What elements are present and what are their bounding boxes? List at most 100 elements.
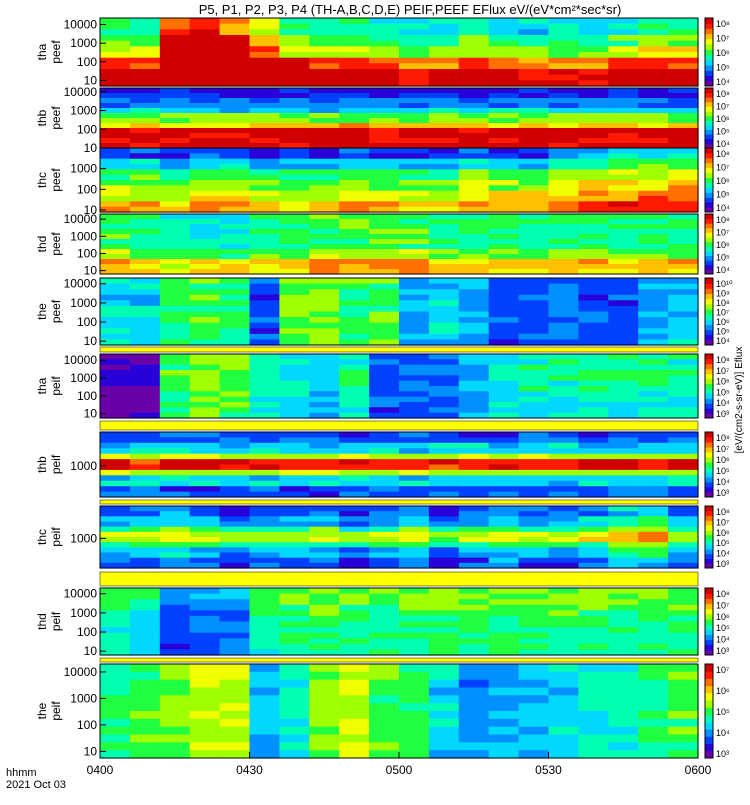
heatmap-cell	[518, 448, 550, 455]
heatmap-cell	[129, 396, 161, 403]
heatmap-cell	[249, 370, 280, 376]
heatmap-cell	[428, 69, 460, 76]
heatmap-cell	[159, 542, 191, 548]
heatmap-cell	[488, 664, 520, 673]
heatmap-cell	[369, 52, 400, 59]
y-tick-label: 10000	[64, 277, 98, 291]
heatmap-cell	[279, 593, 310, 600]
heatmap-cell	[159, 531, 191, 538]
heatmap-cell	[458, 264, 490, 270]
heatmap-cell	[129, 475, 161, 482]
heatmap-cell	[279, 322, 310, 329]
heatmap-cell	[369, 74, 400, 81]
colorbar-segment	[705, 608, 713, 615]
heatmap-cell	[249, 664, 280, 673]
heatmap-cell	[369, 164, 400, 170]
heatmap-cell	[428, 531, 460, 538]
heatmap-cell	[189, 432, 221, 438]
heatmap-cell	[369, 35, 400, 42]
heatmap-cell	[608, 328, 639, 335]
heatmap-cell	[279, 557, 310, 564]
colorbar-tick-label: 10⁶	[716, 176, 730, 186]
heatmap-cell	[129, 621, 161, 628]
heatmap-cell	[159, 143, 191, 149]
heatmap-cell	[608, 506, 639, 512]
heatmap-cell	[608, 437, 639, 444]
heatmap-cell	[249, 74, 280, 81]
heatmap-cell	[369, 69, 400, 76]
heatmap-cell	[458, 621, 490, 628]
heatmap-cell	[369, 269, 400, 275]
heatmap-cell	[369, 718, 400, 728]
heatmap-cell	[428, 407, 460, 414]
heatmap-cell	[399, 432, 430, 438]
heatmap-cell	[249, 599, 280, 606]
heatmap-cell	[638, 552, 669, 559]
heatmap-cell	[578, 29, 609, 36]
heatmap-cell	[189, 599, 221, 606]
heatmap-cell	[399, 88, 430, 94]
heatmap-cell	[369, 88, 400, 94]
heatmap-cell	[339, 547, 370, 554]
heatmap-cell	[279, 305, 310, 313]
heatmap-cell	[578, 412, 609, 419]
heatmap-cell	[488, 259, 520, 265]
heatmap-cell	[309, 264, 340, 270]
heatmap-cell	[578, 593, 609, 600]
heatmap-cell	[249, 402, 280, 408]
heatmap-cell	[369, 278, 400, 285]
heatmap-cell	[458, 153, 490, 160]
heatmap-cell	[548, 169, 579, 176]
heatmap-cell	[249, 190, 280, 197]
y-tick-label: 1000	[70, 162, 97, 176]
heatmap-cell	[458, 742, 490, 751]
heatmap-cell	[339, 695, 370, 704]
y-tick-label: 100	[77, 389, 97, 403]
heatmap-cell	[129, 370, 161, 376]
heatmap-cell	[518, 407, 550, 414]
heatmap-cell	[458, 69, 490, 76]
heatmap-cell	[100, 63, 131, 70]
heatmap-cell	[339, 74, 370, 81]
colorbar-segment	[705, 298, 713, 305]
heatmap-cell	[548, 643, 579, 650]
heatmap-cell	[518, 402, 550, 408]
heatmap-cell	[219, 506, 251, 512]
heatmap-cell	[399, 18, 430, 25]
heatmap-cell	[399, 599, 430, 606]
heatmap-cell	[159, 552, 191, 559]
heatmap-cell	[428, 588, 460, 595]
heatmap-cell	[668, 138, 699, 144]
heatmap-cell	[129, 158, 161, 165]
colorbar-segment	[705, 437, 713, 443]
heatmap-cell	[249, 118, 280, 124]
colorbar-segment	[705, 700, 713, 708]
heatmap-cell	[369, 328, 400, 335]
heatmap-cell	[219, 671, 251, 681]
heatmap-cell	[369, 364, 400, 371]
heatmap-cell	[458, 375, 490, 382]
heatmap-cell	[548, 254, 579, 260]
heatmap-cell	[159, 254, 191, 260]
heatmap-cell	[548, 244, 579, 250]
heatmap-cell	[249, 531, 280, 538]
heatmap-cell	[638, 742, 669, 751]
heatmap-cell	[189, 35, 221, 42]
heatmap-cell	[129, 726, 161, 736]
probe-label: thd	[35, 613, 49, 630]
colorbar-segment	[705, 639, 713, 646]
heatmap-cell	[428, 695, 460, 704]
heatmap-cell	[159, 453, 191, 460]
colorbar-tick-label: 10⁶	[716, 377, 730, 387]
y-tick-label: 100	[77, 625, 97, 639]
heatmap-cell	[518, 46, 550, 53]
heatmap-cell	[189, 742, 221, 751]
heatmap-cell	[159, 239, 191, 245]
heatmap-cell	[189, 703, 221, 712]
heatmap-cell	[129, 615, 161, 623]
heatmap-cell	[548, 153, 579, 160]
heatmap-cell	[159, 300, 191, 307]
heatmap-cell	[548, 214, 579, 220]
heatmap-cell	[189, 649, 221, 656]
heatmap-cell	[129, 52, 161, 59]
